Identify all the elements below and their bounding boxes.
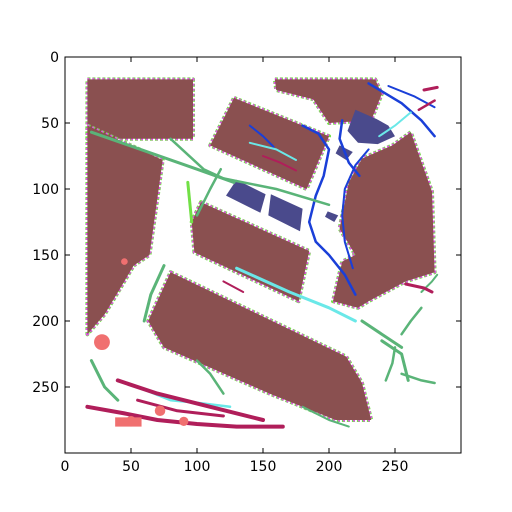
path-cyan-2 — [248, 141, 297, 161]
x-tick-label-0: 0 — [61, 459, 70, 475]
salmon-blob-6 — [121, 258, 128, 265]
red-line-1 — [85, 404, 285, 429]
pool-left — [226, 179, 266, 213]
salmon-blob-1 — [94, 334, 110, 351]
grass-strip-14 — [384, 346, 397, 382]
red-line-8 — [222, 280, 245, 293]
red-line-7 — [262, 155, 297, 172]
x-tick-label-2: 100 — [184, 459, 211, 475]
pool-curved — [347, 109, 395, 145]
y-tick-label-5: 250 — [32, 380, 59, 396]
building-top-left — [87, 79, 193, 139]
grass-strip-11 — [301, 405, 350, 428]
red-line-6 — [417, 99, 436, 112]
red-line-3 — [136, 398, 225, 418]
building-bottom-large — [148, 272, 372, 420]
y-tick-label-1: 50 — [41, 116, 59, 132]
salmon-blob-2 — [154, 405, 166, 417]
grass-strip-9 — [89, 359, 120, 402]
y-tick-label-0: 0 — [50, 50, 59, 66]
red-line-5 — [422, 85, 439, 92]
grass-strip-8 — [400, 372, 436, 385]
path-blue-5 — [341, 148, 370, 270]
ticks: 0 50 100 150 200 250 0 50 100 150 200 250 — [32, 50, 461, 475]
grass-strip-7 — [380, 339, 410, 382]
grass-strip-2 — [169, 137, 331, 207]
red-line-2 — [115, 378, 265, 422]
building-left-tall — [87, 125, 163, 335]
grass-strip-10 — [195, 359, 225, 395]
grass-strip-5 — [142, 264, 166, 323]
grass-strip-12 — [400, 306, 423, 336]
pool-small-2 — [325, 211, 339, 222]
salmon-blob-5 — [115, 417, 142, 427]
y-tick-label-3: 150 — [32, 248, 59, 264]
pool-right — [268, 194, 303, 232]
x-tick-label-5: 250 — [382, 459, 409, 475]
building-center-middle — [191, 202, 310, 302]
path-cyan-1 — [235, 266, 357, 323]
plot-content — [65, 57, 461, 453]
x-tick-label-1: 50 — [122, 459, 140, 475]
x-tick-label-4: 200 — [316, 459, 343, 475]
salmon-blob-3 — [179, 416, 189, 426]
path-blue-6 — [248, 124, 275, 148]
y-tick-label-4: 200 — [32, 314, 59, 330]
path-blue-4 — [301, 124, 357, 296]
grass-strip-4 — [195, 167, 223, 217]
path-cyan-4 — [378, 111, 412, 138]
grass-strip-6 — [360, 319, 404, 349]
x-tick-label-3: 150 — [250, 459, 277, 475]
red-line-4 — [404, 282, 434, 294]
y-tick-label-2: 100 — [32, 182, 59, 198]
grass-strip-3 — [186, 180, 194, 224]
pool-divider — [264, 192, 270, 217]
